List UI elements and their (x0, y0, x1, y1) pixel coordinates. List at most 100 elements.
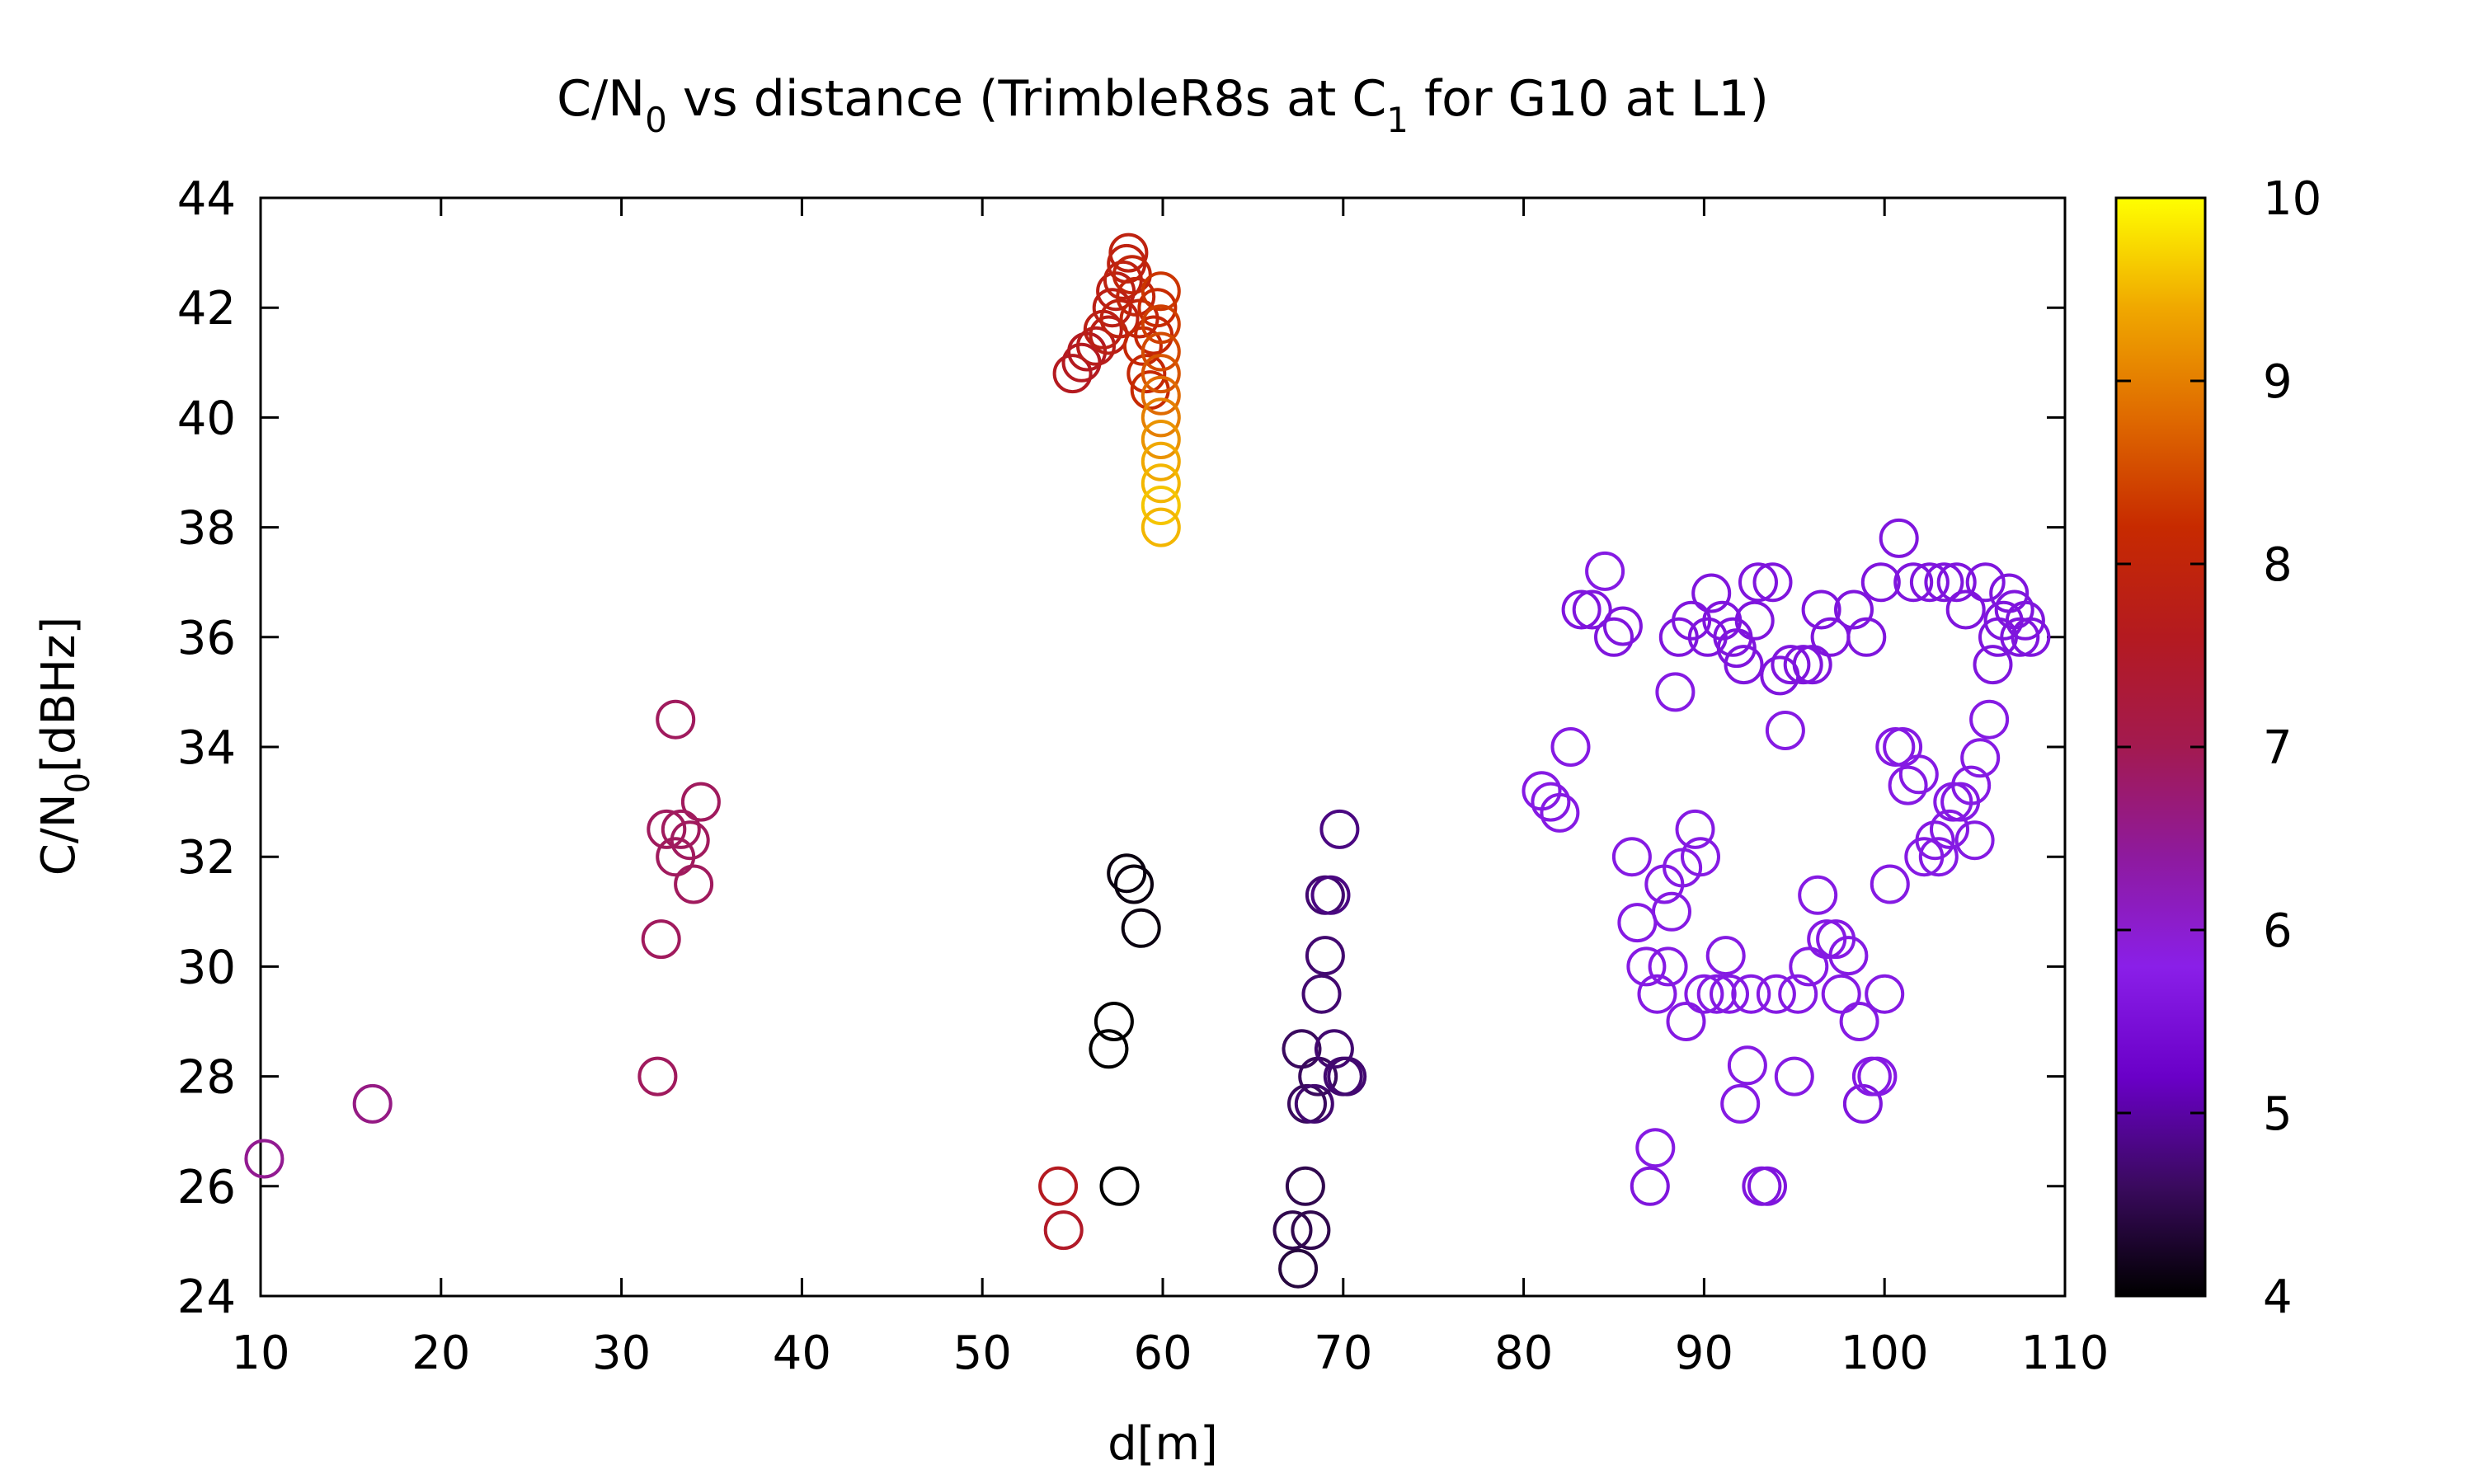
data-point (1594, 617, 1634, 657)
data-point (1945, 589, 1986, 630)
x-tick-label: 100 (1841, 1327, 1929, 1380)
data-point (1969, 699, 2010, 740)
data-points (244, 232, 2051, 1289)
x-tick-label: 90 (1675, 1327, 1733, 1380)
data-point (1561, 589, 1602, 630)
chart-title: C/N0 vs distance (TrimbleR8s at C1 for G… (557, 70, 1769, 140)
data-point (1294, 1083, 1334, 1124)
data-point (1314, 1029, 1354, 1069)
y-tick-label: 34 (177, 721, 236, 775)
data-point (1089, 1029, 1129, 1069)
data-point (1789, 946, 1829, 987)
data-point (1141, 486, 1181, 525)
data-point (1635, 1128, 1676, 1168)
data-point (1834, 589, 1874, 630)
data-point (1611, 837, 1652, 877)
y-tick-label: 30 (177, 941, 236, 994)
data-point (2011, 617, 2051, 657)
data-point (1954, 820, 1995, 861)
data-point (244, 1139, 285, 1179)
data-point (1602, 606, 1643, 646)
data-point (674, 864, 714, 904)
data-point (1720, 1083, 1761, 1124)
data-point (1052, 354, 1093, 394)
data-point (1305, 936, 1345, 976)
data-point (661, 809, 701, 849)
data-point (1278, 1248, 1319, 1289)
data-point (1865, 974, 1905, 1014)
data-point (1141, 271, 1181, 312)
x-tick-label: 10 (231, 1327, 289, 1380)
data-point (1879, 518, 1919, 558)
data-point (1126, 354, 1167, 394)
colorbar-tick-label: 4 (2263, 1270, 2293, 1324)
data-point (1731, 974, 1771, 1014)
data-point (1291, 1210, 1331, 1251)
data-point (1319, 809, 1360, 849)
data-point (2005, 600, 2045, 641)
data-point (1778, 974, 1818, 1014)
data-point (1734, 600, 1775, 641)
data-point (1915, 820, 1955, 861)
colorbar-tick-label: 6 (2263, 904, 2293, 958)
data-point (1666, 1002, 1706, 1041)
data-point (1724, 645, 1764, 685)
data-point (1801, 589, 1841, 630)
data-point (1960, 738, 2001, 778)
data-point (1798, 875, 1838, 915)
y-tick-label: 36 (177, 612, 236, 665)
data-point (641, 919, 681, 960)
data-point (1765, 711, 1805, 750)
data-point (1951, 765, 1992, 805)
data-point (1965, 562, 2006, 603)
data-point (1756, 974, 1796, 1014)
data-point (1116, 276, 1156, 317)
x-tick-label: 60 (1133, 1327, 1192, 1380)
colorbar-tick-label: 8 (2263, 538, 2293, 592)
data-point (1540, 792, 1580, 833)
data-point (1821, 974, 1861, 1014)
data-point (1630, 1166, 1670, 1206)
data-point (1846, 617, 1887, 657)
data-point (1828, 936, 1869, 976)
y-tick-label: 26 (177, 1161, 236, 1214)
data-point (1747, 1166, 1787, 1206)
data-point (1107, 853, 1147, 894)
data-point (1141, 354, 1181, 394)
data-point (1038, 1166, 1079, 1206)
y-axis-label: C/N0[dBHz] (32, 617, 97, 876)
colorbar-tick-label: 5 (2263, 1087, 2293, 1141)
data-point (1141, 331, 1181, 372)
data-point (670, 820, 710, 861)
data-point (1099, 1166, 1140, 1206)
data-point (1141, 441, 1181, 481)
data-point (1681, 837, 1720, 877)
data-point (1655, 672, 1696, 712)
data-point (1092, 288, 1132, 328)
data-point (1857, 1056, 1898, 1097)
data-point (1141, 397, 1181, 438)
x-axis-ticks: 10 20 30 40 50 60 70 80 90 100 110 (231, 198, 2109, 1380)
data-point (1043, 1210, 1084, 1251)
data-point (1285, 1166, 1325, 1206)
y-tick-label: 32 (177, 831, 236, 885)
data-point (1094, 1002, 1134, 1041)
data-point (1870, 864, 1910, 904)
y-tick-label: 24 (177, 1270, 236, 1324)
data-point (1675, 809, 1715, 849)
y-tick-label: 38 (177, 502, 236, 556)
data-point (1121, 908, 1161, 948)
x-tick-label: 50 (953, 1327, 1012, 1380)
y-tick-label: 40 (177, 392, 236, 445)
colorbar-tick-label: 7 (2263, 721, 2293, 775)
data-point (1710, 974, 1749, 1014)
data-point (1626, 946, 1667, 987)
colorbar-ticks: 4 5 6 7 8 9 10 (2116, 172, 2321, 1324)
data-point (1272, 1210, 1313, 1251)
x-tick-label: 30 (592, 1327, 651, 1380)
data-point (1760, 655, 1800, 696)
data-point (1572, 589, 1612, 630)
x-tick-label: 40 (773, 1327, 831, 1380)
data-point (1327, 1056, 1367, 1097)
data-point (1684, 974, 1724, 1014)
